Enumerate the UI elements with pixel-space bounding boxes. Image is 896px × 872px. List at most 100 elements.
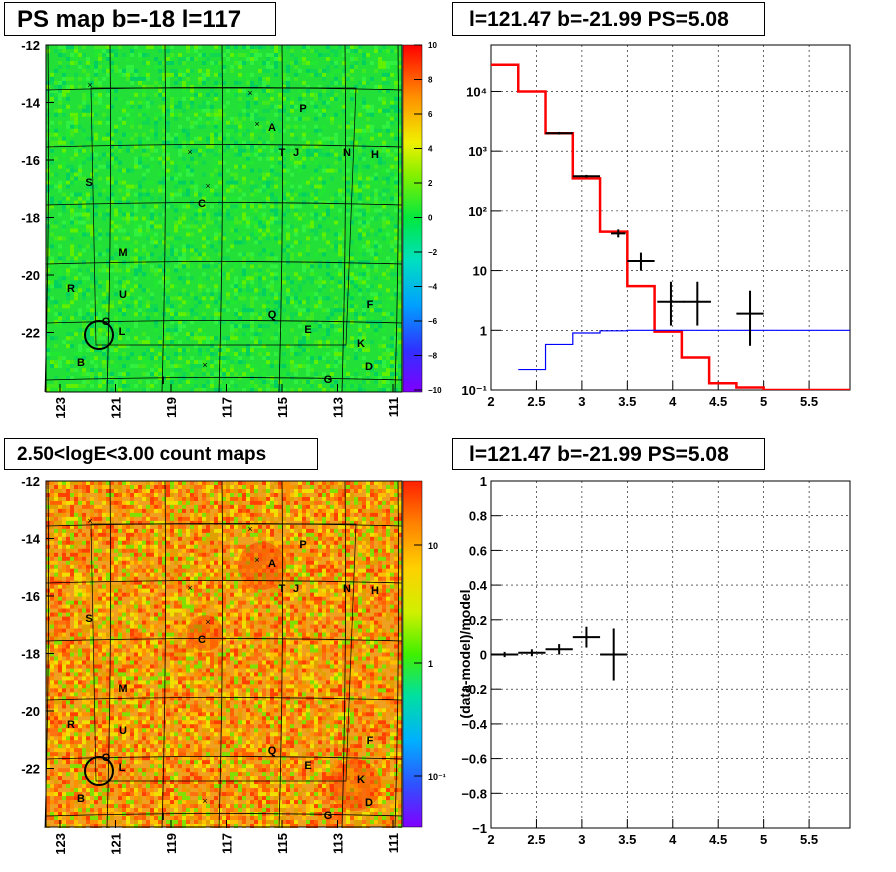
- residual-axes: 2 2.5 3 3.5 4 4.5 5 5.5 1 0.8 0.6 0.4 0.2 0 −0.2 −0.4 −0…: [461, 474, 818, 847]
- count-map-grid-latitude: [45, 638, 403, 642]
- residual-y-axis-label: (data-model)/model: [457, 589, 473, 718]
- ps-map-source-label: A: [268, 122, 276, 134]
- ps-map-title: PS map b=-18 l=117: [4, 2, 276, 36]
- residual-y-tick-label: 1: [480, 474, 487, 489]
- spectrum-y-tick-label: 10⁻¹: [461, 383, 487, 398]
- count-map-source-label: R: [67, 719, 75, 731]
- count-map-hotspot: [329, 759, 381, 811]
- count-map-x-tick-label: 117: [220, 833, 235, 854]
- ps-map-source-marker: ×: [202, 360, 207, 370]
- count-map-source-label: B: [77, 793, 85, 805]
- ps-map-source-label: G: [324, 374, 333, 386]
- residual-x-tick-label: 5: [760, 832, 767, 847]
- spectrum-y-tick-label: 10⁴: [466, 84, 487, 99]
- residual-y-tick-label: −0.2: [461, 682, 487, 697]
- ps-map-source-marker: ×: [187, 147, 192, 157]
- residual-y-tick-label: 0.8: [469, 509, 487, 524]
- residual-x-tick-label: 5.5: [800, 832, 818, 847]
- ps-colorbar-tick-label: −8: [428, 352, 438, 361]
- spectrum-y-tick-label: 10: [473, 264, 487, 279]
- ps-map-source-label: R: [67, 283, 75, 295]
- ps-map-source-label: F: [367, 299, 374, 311]
- count-map-y-tick-label: -22: [21, 762, 40, 777]
- count-map-source-marker: ×: [247, 524, 252, 534]
- count-map-x-axis-ticks: 123 121 119 117 115 113 111: [53, 820, 401, 855]
- count-map-source-label: I: [161, 811, 164, 823]
- ps-map-target-circle: [84, 320, 114, 350]
- count-map-source-label: T: [279, 583, 286, 595]
- residual-y-tick-label: −0.8: [461, 786, 487, 801]
- count-map-x-tick-label: 121: [109, 833, 124, 855]
- ps-map-source-marker: ×: [205, 181, 210, 191]
- count-map-source-marker: ×: [187, 583, 192, 593]
- ps-map-grid-longitude: [218, 44, 223, 393]
- count-map-hotspot: [238, 542, 286, 590]
- residual-x-tick-label: 2.5: [527, 832, 545, 847]
- ps-map-y-axis-ticks: -12 -14 -16 -18 -20 -22: [21, 38, 54, 341]
- count-map-source-label: J: [293, 583, 299, 595]
- count-map-source-label: E: [304, 760, 311, 772]
- ps-colorbar-tick-label: 8: [428, 76, 433, 85]
- count-map-grid-longitude: [341, 480, 346, 829]
- spectrum-data-points: [545, 131, 764, 346]
- count-map-source-marker: ×: [254, 555, 259, 565]
- count-map-source-label: C: [198, 634, 206, 646]
- count-map-source-label: S: [85, 613, 92, 625]
- ps-map-source-label: C: [198, 198, 206, 210]
- ps-map-grid-longitude: [394, 44, 399, 393]
- spectrum-panel: 2 2.5 3 3.5 4 4.5 5 5.5 10⁻¹ 1 10 10² 10³ 10⁴: [461, 44, 851, 409]
- ps-map-grid-latitude: [45, 87, 403, 91]
- ps-colorbar-tick-label: −10: [428, 386, 442, 395]
- count-map-hotspot: [187, 615, 223, 651]
- spectrum-x-tick-label: 5: [760, 394, 767, 409]
- ps-map-grid-longitude: [341, 44, 346, 393]
- ps-map-source-label: J: [293, 147, 299, 159]
- count-map-source-marker: ×: [87, 516, 92, 526]
- ps-map-grid-longitude: [278, 44, 283, 393]
- count-map-x-tick-label: 113: [331, 833, 346, 854]
- ps-map-colorbar-ticks: 10 8 6 4 2 0 −2 −4 −6 −8 −10: [414, 41, 442, 395]
- residual-x-tick-label: 3.5: [618, 832, 636, 847]
- ps-map-grid-latitude: [45, 261, 403, 265]
- ps-colorbar-tick-label: −2: [428, 248, 438, 257]
- residual-y-tick-label: −0.6: [461, 752, 487, 767]
- count-map-source-marker: ×: [205, 617, 210, 627]
- ps-map-source-label: M: [118, 247, 127, 259]
- count-map-y-tick-label: -16: [21, 589, 40, 604]
- count-map-colorbar: [402, 480, 423, 828]
- ps-map-x-tick-label: 117: [220, 397, 235, 418]
- ps-colorbar-tick-label: 4: [428, 145, 433, 154]
- count-map-y-tick-label: -14: [21, 532, 41, 547]
- ps-colorbar-tick-label: 6: [428, 110, 433, 119]
- count-map-x-tick-label: 123: [53, 833, 68, 855]
- count-map-grid-latitude: [45, 523, 403, 527]
- count-colorbar-tick-label: 10: [428, 541, 438, 551]
- ps-map-source-label: B: [77, 357, 85, 369]
- count-map-grid-frame: [90, 523, 357, 782]
- spectrum-x-tick-label: 4: [669, 394, 677, 409]
- ps-map-source-label: U: [119, 289, 127, 301]
- count-map-grid-longitude: [161, 480, 166, 829]
- ps-map-x-tick-label: 113: [331, 397, 346, 418]
- spectrum-series: [491, 63, 850, 390]
- count-map-grid-longitude: [278, 480, 283, 829]
- ps-map-x-tick-label: 111: [386, 397, 401, 417]
- ps-map-y-tick-label: -14: [21, 96, 41, 111]
- count-map-source-label: A: [268, 558, 276, 570]
- residual-panel: 2 2.5 3 3.5 4 4.5 5 5.5 1 0.8 0.6 0.4 0.2 0 −0.2 −0.4 −0…: [457, 474, 851, 847]
- count-map-source-label: F: [367, 735, 374, 747]
- count-colorbar-tick-label: 10⁻¹: [428, 772, 446, 782]
- count-map-grid-latitude: [45, 697, 403, 701]
- ps-map-source-label: K: [357, 338, 365, 350]
- ps-map-source-label: H: [371, 149, 379, 161]
- residual-x-tick-label: 4.5: [709, 832, 727, 847]
- count-map-grid-latitude: [45, 580, 403, 584]
- count-map-y-tick-label: -20: [21, 704, 40, 719]
- count-map-source-label: D: [365, 797, 373, 809]
- count-map-grid-longitude: [394, 480, 399, 829]
- count-map-y-tick-label: -18: [21, 647, 40, 662]
- ps-map-source-label: P: [299, 103, 306, 115]
- count-map-source-label: H: [371, 585, 379, 597]
- ps-colorbar-tick-label: −4: [428, 283, 438, 292]
- ps-map-grid-latitude: [45, 144, 403, 148]
